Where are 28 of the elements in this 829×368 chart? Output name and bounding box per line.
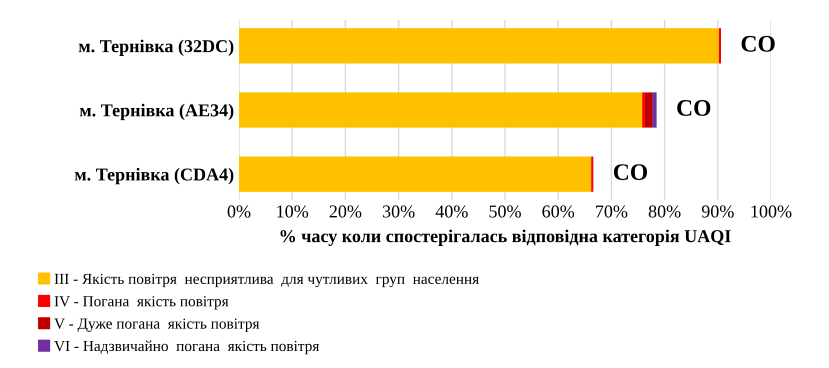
bar bbox=[652, 92, 657, 128]
x-tick-label: 50% bbox=[490, 205, 521, 218]
bar bbox=[642, 92, 645, 128]
x-tick-label: 60% bbox=[542, 205, 574, 218]
legend-label: III - Якість повітря несприятлива для чутливих груп населення bbox=[54, 274, 479, 288]
x-tick-label: 80% bbox=[648, 205, 681, 218]
x-tick-label: 70% bbox=[596, 205, 628, 218]
y-tick-label: м. Тернівка (32DC) bbox=[78, 40, 234, 56]
bar bbox=[239, 156, 592, 192]
legend-label: VI - Надзвичайно погана якість повітря bbox=[54, 340, 320, 354]
x-tick-label: 90% bbox=[702, 205, 734, 218]
x-axis-title: % часу коли спостерігалась відповідна категорія UAQI bbox=[280, 230, 731, 246]
annotation: CO bbox=[677, 100, 710, 116]
y-tick-label: м. Тернівка (CDA4) bbox=[74, 168, 234, 184]
y-tick-label: м. Тернівка (AE34) bbox=[80, 104, 234, 120]
bar bbox=[239, 92, 642, 128]
bar bbox=[239, 28, 719, 64]
legend-label: V - Дуже погана якість повітря bbox=[54, 318, 260, 332]
annotation: CO bbox=[742, 36, 775, 52]
x-tick-label: 100% bbox=[752, 205, 792, 218]
legend-label: IV - Погана якість повітря bbox=[54, 296, 228, 310]
bar bbox=[644, 92, 652, 128]
x-tick-label: 10% bbox=[277, 205, 308, 218]
x-tick-label: 40% bbox=[436, 205, 468, 218]
x-tick-label: 30% bbox=[382, 205, 415, 218]
x-tick-label: 20% bbox=[330, 205, 362, 218]
annotation: CO bbox=[614, 164, 648, 180]
x-tick-label: 0% bbox=[228, 205, 250, 218]
